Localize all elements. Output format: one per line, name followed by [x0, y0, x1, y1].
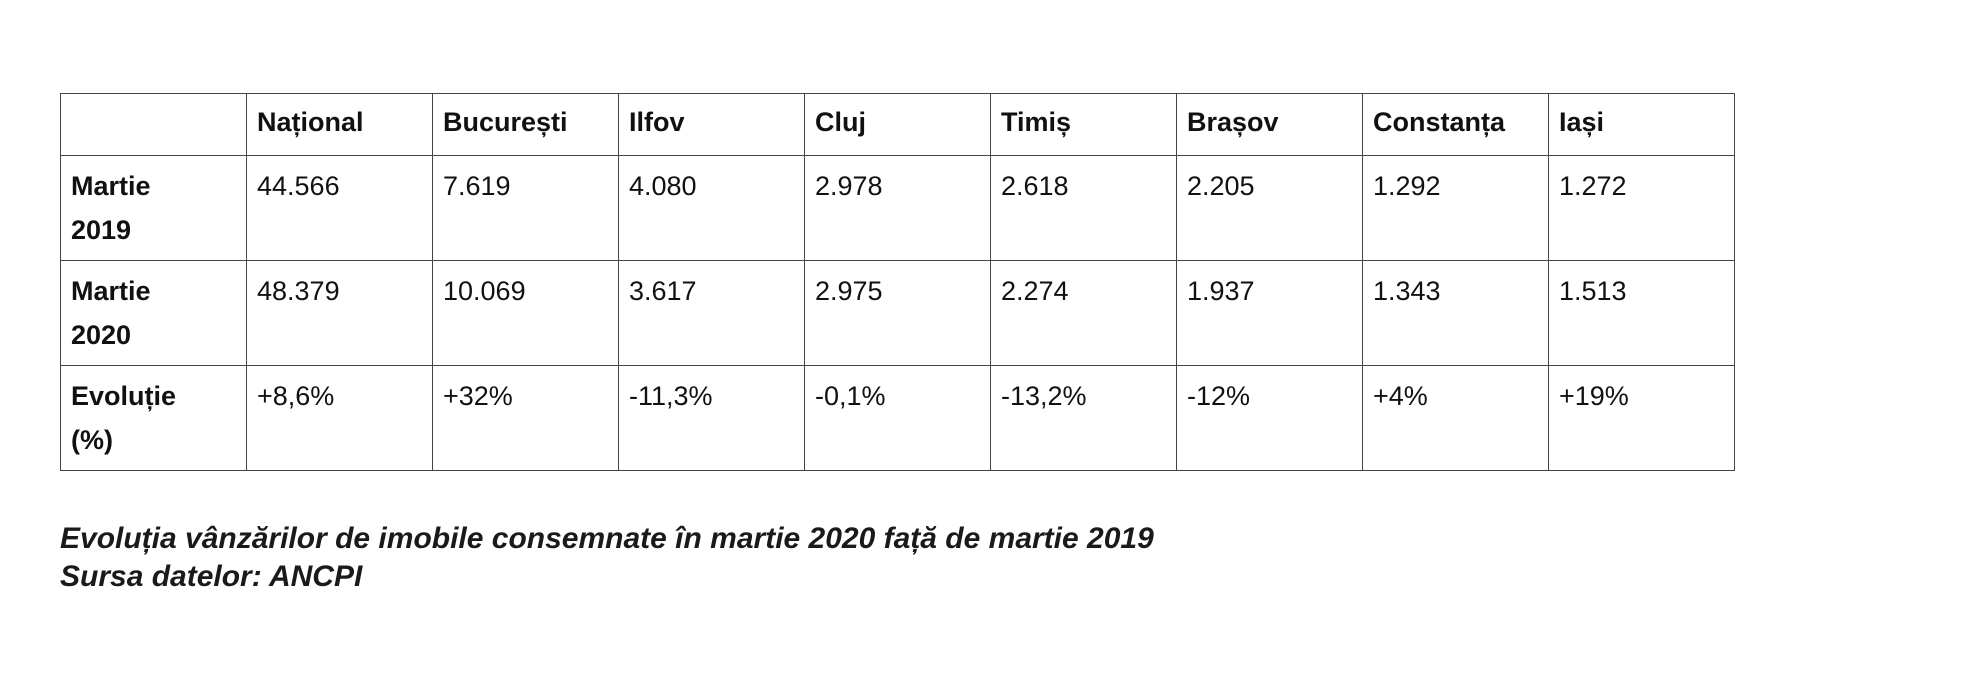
table-cell: 2.618 [990, 155, 1177, 261]
table-cell: 1.292 [1362, 155, 1549, 261]
table-cell: 2.978 [804, 155, 991, 261]
table-caption: Evoluția vânzărilor de imobile consemnat… [60, 520, 1154, 596]
header-cell-constanta: Constanța [1362, 93, 1549, 156]
table-row-martie-2019: Martie 2019 44.566 7.619 4.080 2.978 2.61… [60, 155, 1735, 261]
table-cell: +4% [1362, 365, 1549, 471]
table-cell: 3.617 [618, 260, 805, 366]
table-cell: -0,1% [804, 365, 991, 471]
table-cell: -13,2% [990, 365, 1177, 471]
table-cell: +32% [432, 365, 619, 471]
table-cell: 1.272 [1548, 155, 1735, 261]
header-cell-bucuresti: București [432, 93, 619, 156]
header-cell-corner [60, 93, 247, 156]
table-cell: 2.274 [990, 260, 1177, 366]
table-cell: 10.069 [432, 260, 619, 366]
caption-title: Evoluția vânzărilor de imobile consemnat… [60, 522, 1154, 555]
header-cell-cluj: Cluj [804, 93, 991, 156]
header-cell-national: Național [246, 93, 433, 156]
sales-table: Național București Ilfov Cluj Timiș Braș… [60, 93, 1735, 471]
table-cell: 44.566 [246, 155, 433, 261]
table-cell: +8,6% [246, 365, 433, 471]
table-cell: 2.205 [1176, 155, 1363, 261]
header-cell-ilfov: Ilfov [618, 93, 805, 156]
table-cell: 1.343 [1362, 260, 1549, 366]
table-cell: 4.080 [618, 155, 805, 261]
table-cell: -12% [1176, 365, 1363, 471]
header-row: Național București Ilfov Cluj Timiș Braș… [60, 93, 1735, 156]
table-cell: 1.937 [1176, 260, 1363, 366]
table-cell: +19% [1548, 365, 1735, 471]
header-cell-iasi: Iași [1548, 93, 1735, 156]
table-cell: 1.513 [1548, 260, 1735, 366]
table-cell: -11,3% [618, 365, 805, 471]
row-label: Evoluție (%) [60, 365, 247, 471]
table-row-martie-2020: Martie 2020 48.379 10.069 3.617 2.975 2.2… [60, 260, 1735, 366]
table-cell: 2.975 [804, 260, 991, 366]
row-label: Martie 2020 [60, 260, 247, 366]
table-cell: 7.619 [432, 155, 619, 261]
table-row-evolutie: Evoluție (%) +8,6% +32% -11,3% -0,1% -13,… [60, 365, 1735, 471]
header-cell-timis: Timiș [990, 93, 1177, 156]
row-label: Martie 2019 [60, 155, 247, 261]
caption-source: Sursa datelor: ANCPI [60, 560, 363, 593]
table-cell: 48.379 [246, 260, 433, 366]
header-cell-brasov: Brașov [1176, 93, 1363, 156]
